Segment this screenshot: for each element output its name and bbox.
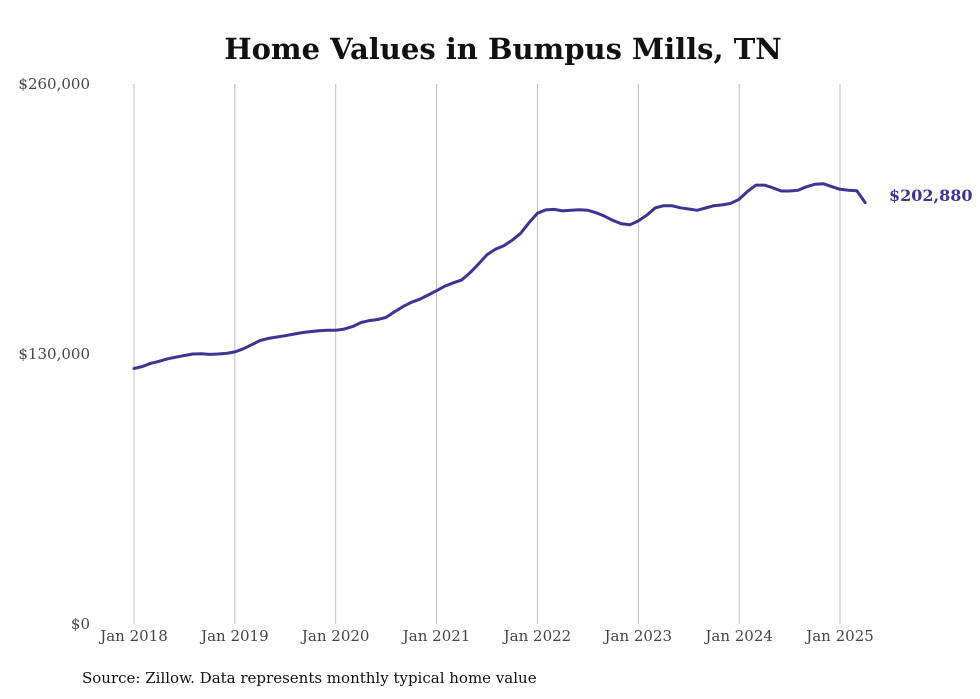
y-tick-label: $130,000	[18, 345, 90, 363]
x-tick-label: Jan 2024	[703, 627, 773, 645]
gridlines	[133, 84, 841, 624]
x-tick-label: Jan 2022	[502, 627, 572, 645]
x-axis-ticks: Jan 2018 Jan 2019 Jan 2020 Jan 2021 Jan 2022…	[98, 627, 874, 645]
y-axis-ticks: $0 $130,000 $260,000	[18, 75, 90, 633]
x-tick-label: Jan 2021	[401, 627, 471, 645]
x-tick-label: Jan 2025	[804, 627, 874, 645]
x-tick-label: Jan 2023	[603, 627, 673, 645]
end-value-label: $202,880	[889, 186, 973, 205]
y-tick-label: $260,000	[18, 75, 90, 93]
x-tick-label: Jan 2020	[300, 627, 370, 645]
source-note: Source: Zillow. Data represents monthly …	[82, 669, 537, 687]
series-line	[132, 182, 867, 370]
y-tick-label: $0	[71, 615, 90, 633]
chart-title: Home Values in Bumpus Mills, TN	[224, 32, 782, 66]
x-tick-label: Jan 2018	[98, 627, 168, 645]
x-tick-label: Jan 2019	[199, 627, 269, 645]
